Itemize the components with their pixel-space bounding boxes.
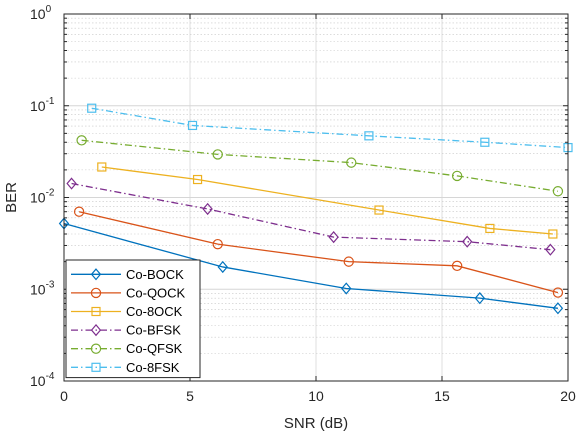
data-point (545, 243, 556, 256)
y-tick-label: 10-1 (30, 96, 55, 114)
legend-entry: Co-QOCK (71, 285, 186, 300)
data-point (328, 230, 339, 244)
x-tick-label: 10 (308, 388, 324, 404)
legend-label: Co-8OCK (126, 304, 183, 319)
legend-label: Co-QOCK (126, 285, 186, 300)
x-tick-label: 0 (60, 388, 68, 404)
legend-label: Co-BFSK (126, 323, 181, 338)
legend-entry: Co-8OCK (71, 304, 183, 319)
axis-ticks: 0 5 10 15 20 10-4 10-3 10-2 10-1 100 (30, 4, 576, 404)
series-co-bfsk (66, 177, 556, 256)
legend-marker (90, 268, 102, 281)
series-line (91, 107, 569, 149)
data-point (187, 120, 198, 131)
data-point (552, 287, 564, 298)
legend-label: Co-8FSK (126, 360, 180, 375)
legend-marker (91, 362, 101, 372)
data-point (461, 235, 473, 248)
legend-label: Co-BOCK (126, 267, 184, 282)
legend-entry: Co-BFSK (71, 323, 181, 338)
data-point (76, 135, 87, 146)
data-point (474, 292, 486, 305)
x-tick-label: 15 (434, 388, 450, 404)
series-co-8ock (97, 162, 558, 239)
data-point (217, 260, 228, 274)
y-tick-label: 10-4 (30, 371, 55, 389)
y-axis-title: BER (3, 182, 20, 213)
data-point (552, 302, 564, 315)
data-point (374, 205, 384, 215)
x-axis-title: SNR (dB) (284, 415, 348, 432)
data-point (97, 162, 107, 172)
legend-box (65, 259, 201, 379)
data-point (341, 282, 352, 295)
data-point (87, 103, 97, 113)
legend-marker (90, 287, 102, 299)
data-point (346, 157, 357, 168)
data-point (212, 238, 223, 250)
series-co-bock (58, 217, 564, 315)
series-line (101, 166, 553, 235)
series-line (71, 182, 551, 251)
data-point (73, 206, 85, 217)
data-point (480, 137, 490, 147)
x-tick-label: 20 (560, 388, 576, 404)
data-point (192, 174, 203, 185)
legend-entry: Co-8FSK (71, 360, 180, 375)
y-tick-label: 10-3 (30, 279, 55, 297)
data-point (552, 186, 564, 197)
data-point (451, 170, 463, 182)
data-point (212, 149, 223, 160)
series-layer (58, 103, 573, 315)
legend-marker (90, 323, 102, 337)
series-co-qfsk (76, 135, 564, 197)
data-point (548, 229, 558, 239)
series-line (78, 211, 559, 294)
series-line (81, 139, 559, 192)
data-point (451, 260, 463, 272)
y-tick-label: 10-2 (30, 188, 55, 206)
series-line (63, 222, 559, 309)
legend-entry: Co-QFSK (71, 341, 183, 356)
data-point (202, 202, 213, 216)
legend-marker (90, 343, 102, 354)
legend-entry: Co-BOCK (71, 267, 184, 282)
legend-marker (91, 306, 101, 317)
x-tick-label: 5 (186, 388, 194, 404)
legend: Co-BOCK Co-QOCK Co-8OCK Co-BFSK Co-QFSK Co-8F… (65, 259, 201, 379)
data-point (485, 223, 495, 234)
y-tick-label: 100 (30, 4, 52, 22)
legend-label: Co-QFSK (126, 341, 183, 356)
data-point (343, 256, 354, 267)
data-point (364, 131, 374, 141)
data-point (66, 177, 77, 190)
series-co-qock (73, 206, 564, 298)
